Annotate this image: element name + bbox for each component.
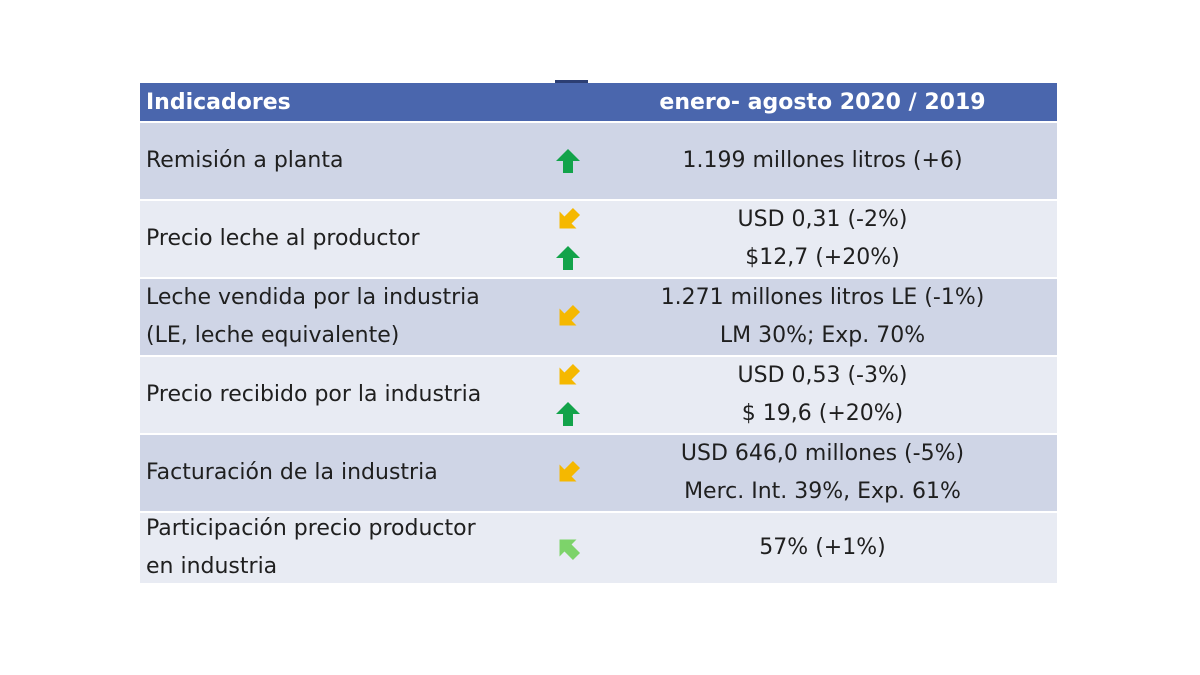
value-cell: 57% (+1%) xyxy=(588,529,1057,567)
indicator-label: Remisión a planta xyxy=(146,148,344,173)
table-header: Indicadores enero- agosto 2020 / 2019 xyxy=(140,83,1057,123)
value-cell: 1.199 millones litros (+6) xyxy=(588,142,1057,180)
value-text: 57% (+1%) xyxy=(759,535,886,560)
value-cell: USD 0,53 (-3%) $ 19,6 (+20%) xyxy=(588,357,1057,433)
up-arrow-icon xyxy=(556,246,580,270)
up-arrow-icon xyxy=(556,149,580,173)
indicators-table: Indicadores enero- agosto 2020 / 2019 Re… xyxy=(140,83,1057,583)
value-cell: USD 0,31 (-2%) $12,7 (+20%) xyxy=(588,201,1057,277)
value-text: USD 0,53 (-3%) xyxy=(737,363,908,388)
value-text: 1.271 millones litros LE (-1%) xyxy=(660,285,985,310)
down-left-arrow-icon xyxy=(559,304,581,326)
value-cell: 1.271 millones litros LE (-1%) LM 30%; E… xyxy=(588,279,1057,355)
down-left-arrow-icon xyxy=(559,363,581,385)
value-cell: USD 646,0 millones (-5%) Merc. Int. 39%,… xyxy=(588,435,1057,511)
value-text: USD 646,0 millones (-5%) xyxy=(680,441,965,466)
indicator-label: Precio leche al productor xyxy=(146,226,420,251)
value-text: Merc. Int. 39%, Exp. 61% xyxy=(684,479,961,504)
indicator-label: Precio recibido por la industria xyxy=(146,382,482,407)
header-tab-marker xyxy=(555,80,588,84)
indicator-cell: Facturación de la industria xyxy=(140,454,548,492)
table-row: Precio recibido por la industria USD 0,5… xyxy=(140,357,1057,435)
value-text: $ 19,6 (+20%) xyxy=(741,401,904,426)
value-text: LM 30%; Exp. 70% xyxy=(719,323,926,348)
indicator-cell: Precio leche al productor xyxy=(140,220,548,258)
indicator-cell: Leche vendida por la industria (LE, lech… xyxy=(140,279,548,355)
header-period: enero- agosto 2020 / 2019 xyxy=(659,89,986,115)
trend-cell xyxy=(548,535,588,561)
trend-cell xyxy=(548,363,588,427)
header-indicators: Indicadores xyxy=(146,89,291,115)
table-row: Facturación de la industria USD 646,0 mi… xyxy=(140,435,1057,513)
up-arrow-icon xyxy=(556,402,580,426)
value-text: USD 0,31 (-2%) xyxy=(737,207,908,232)
up-left-arrow-icon xyxy=(559,539,581,561)
trend-cell xyxy=(548,460,588,486)
indicator-cell: Precio recibido por la industria xyxy=(140,376,548,414)
table-row: Precio leche al productor USD 0,31 (-2%)… xyxy=(140,201,1057,279)
indicator-label: Facturación de la industria xyxy=(146,460,438,485)
indicator-label: (LE, leche equivalente) xyxy=(146,323,400,348)
indicator-cell: Remisión a planta xyxy=(140,142,548,180)
table-row: Remisión a planta 1.199 millones litros … xyxy=(140,123,1057,201)
indicator-cell: Participación precio productor en indust… xyxy=(140,510,548,586)
table-row: Leche vendida por la industria (LE, lech… xyxy=(140,279,1057,357)
down-left-arrow-icon xyxy=(559,460,581,482)
indicator-label: en industria xyxy=(146,554,278,579)
trend-cell xyxy=(548,207,588,271)
table-row: Participación precio productor en indust… xyxy=(140,513,1057,583)
value-text: $12,7 (+20%) xyxy=(745,245,900,270)
trend-cell xyxy=(548,148,588,174)
down-left-arrow-icon xyxy=(559,207,581,229)
value-text: 1.199 millones litros (+6) xyxy=(682,148,963,173)
indicator-label: Leche vendida por la industria xyxy=(146,285,480,310)
indicator-label: Participación precio productor xyxy=(146,516,476,541)
trend-cell xyxy=(548,304,588,330)
